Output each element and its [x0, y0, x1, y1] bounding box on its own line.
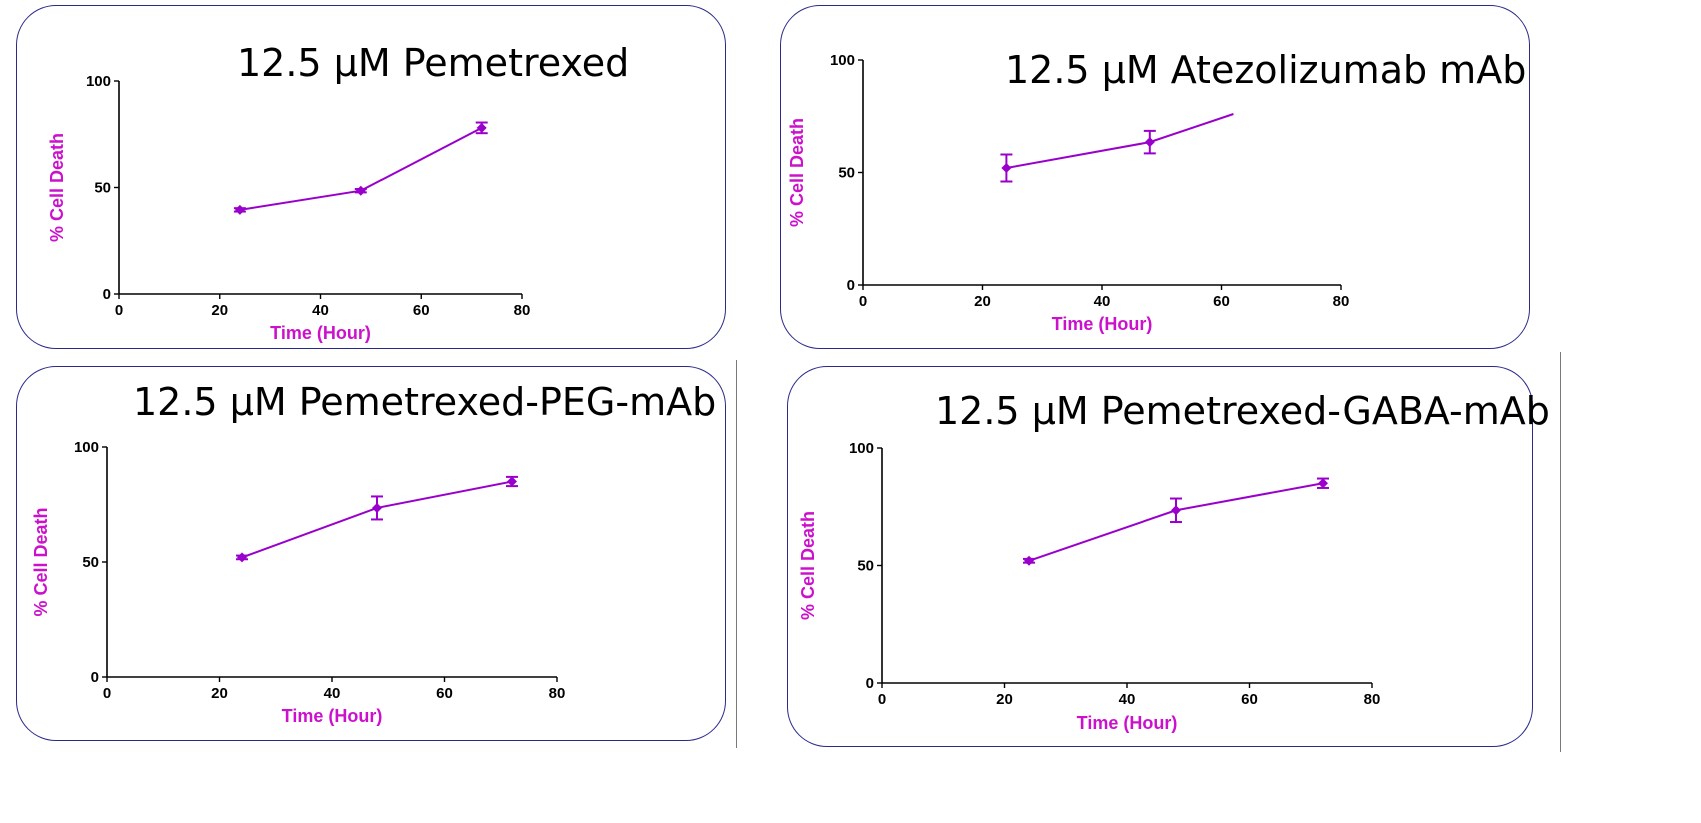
chart-panel-3: 12.5 µM Pemetrexed-PEG-mAb 0 20 40 60 80 0 50 1…: [16, 366, 726, 741]
data-point: [476, 122, 487, 133]
x-axis-title: Time (Hour): [282, 706, 383, 726]
y-tick-label: 100: [830, 52, 855, 69]
x-tick-label: 20: [211, 685, 228, 702]
chart-panel-1: 12.5 µM Pemetrexed 0 20 40 60 80 0 50 100 Time (…: [16, 5, 726, 349]
y-tick-label: 50: [857, 558, 874, 575]
data-point: [1001, 163, 1012, 173]
chart-title: 12.5 µM Pemetrexed-GABA-mAb: [935, 389, 1550, 433]
y-tick-label: 50: [82, 554, 99, 571]
data-point: [1144, 137, 1155, 148]
divider-line: [1560, 352, 1561, 752]
x-tick-label: 0: [859, 293, 867, 310]
x-tick-label: 40: [1094, 293, 1111, 310]
y-tick-label: 50: [94, 180, 111, 197]
x-tick-label: 60: [1213, 293, 1230, 310]
y-tick-label: 0: [91, 669, 99, 686]
x-tick-label: 60: [413, 302, 430, 319]
y-axis-title: % Cell Death: [31, 507, 51, 616]
y-tick-label: 100: [849, 440, 874, 457]
data-point: [355, 185, 366, 196]
y-axis-title: % Cell Death: [47, 133, 67, 242]
x-tick-label: 20: [211, 302, 228, 319]
x-axis-title: Time (Hour): [1077, 713, 1178, 733]
x-tick-label: 80: [1333, 293, 1350, 310]
y-tick-label: 50: [838, 165, 855, 182]
x-axis-title: Time (Hour): [270, 323, 371, 343]
y-tick-label: 0: [847, 277, 855, 294]
x-tick-label: 0: [103, 685, 111, 702]
chart-2-svg: 0 20 40 60 80 0 50 100 Time (Hour) % Cell Death: [787, 52, 1350, 334]
chart-panel-4: 12.5 µM Pemetrexed-GABA-mAb 0 20 40 60 80 0 50…: [787, 366, 1550, 747]
chart-1-svg: 0 20 40 60 80 0 50 100 Time (Hour) % Cell Death: [47, 73, 531, 343]
divider-line: [736, 360, 737, 748]
data-point: [1171, 505, 1181, 516]
data-point: [372, 502, 382, 513]
series-line: [239, 126, 483, 211]
y-axis-title: % Cell Death: [787, 118, 807, 227]
x-tick-label: 40: [1119, 691, 1136, 708]
chart-4-svg: 0 20 40 60 80 0 50 100 Time (Hour) % Cell Death: [798, 440, 1381, 733]
x-tick-label: 60: [436, 685, 453, 702]
x-tick-label: 20: [974, 293, 991, 310]
x-tick-label: 80: [514, 302, 531, 319]
data-point: [507, 476, 517, 487]
x-tick-label: 40: [312, 302, 329, 319]
y-tick-label: 100: [86, 73, 111, 90]
chart-title: 12.5 µM Pemetrexed-PEG-mAb: [133, 380, 717, 424]
data-point: [237, 552, 247, 563]
y-tick-label: 0: [866, 675, 874, 692]
x-tick-label: 80: [1364, 691, 1381, 708]
x-tick-label: 40: [324, 685, 341, 702]
chart-3-svg: 0 20 40 60 80 0 50 100 Time (Hour) % Cell Death: [31, 439, 566, 726]
data-point: [1318, 478, 1328, 489]
y-axis-title: % Cell Death: [798, 511, 818, 620]
x-tick-label: 0: [115, 302, 123, 319]
data-point: [1024, 555, 1034, 566]
series-line: [1006, 113, 1234, 169]
x-axis-title: Time (Hour): [1052, 314, 1153, 334]
x-tick-label: 60: [1241, 691, 1258, 708]
x-tick-label: 80: [549, 685, 566, 702]
y-tick-label: 0: [103, 286, 111, 303]
chart-panel-2: 12.5 µM Atezolizumab mAb 0 20 40 60 80 0 50 100…: [780, 5, 1530, 349]
x-tick-label: 20: [996, 691, 1013, 708]
chart-title: 12.5 µM Pemetrexed: [237, 41, 630, 85]
y-tick-label: 100: [74, 439, 99, 456]
data-point: [234, 204, 245, 215]
chart-title: 12.5 µM Atezolizumab mAb: [1005, 48, 1527, 92]
x-tick-label: 0: [878, 691, 886, 708]
